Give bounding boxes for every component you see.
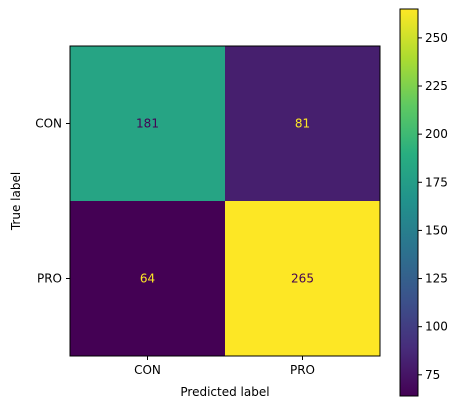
x-tick-label: PRO: [290, 363, 315, 377]
colorbar-tick-label: 150: [425, 223, 448, 237]
colorbar-tick-label: 125: [425, 272, 448, 286]
colorbar-ticks: 75 100 125 150 175 200 225 250: [418, 31, 448, 382]
colorbar-tick-label: 225: [425, 79, 448, 93]
heatmap-cell: [70, 46, 226, 202]
y-axis-ticks: CON PRO: [35, 117, 70, 286]
colorbar-tick-label: 200: [425, 127, 448, 141]
cell-value-label: 64: [140, 272, 155, 286]
x-axis-label: Predicted label: [180, 385, 269, 399]
heatmap-cell: [225, 201, 381, 357]
cell-value-label: 265: [291, 272, 314, 286]
plot-frame: [69, 45, 381, 357]
colorbar-tick-label: 100: [425, 320, 448, 334]
heatmap-cell: [225, 46, 381, 202]
y-tick-label: CON: [35, 117, 62, 131]
y-tick-label: PRO: [37, 272, 62, 286]
y-axis-label: True label: [9, 172, 23, 231]
cell-value-label: 81: [295, 117, 310, 131]
cell-value-label: 181: [136, 117, 159, 131]
colorbar: [399, 8, 419, 397]
heatmap-cells: [70, 46, 381, 357]
colorbar-tick-label: 250: [425, 31, 448, 45]
colorbar-tick-label: 175: [425, 175, 448, 189]
x-axis-ticks: CON PRO: [134, 356, 315, 377]
cell-value-labels: 181 81 64 265: [136, 117, 314, 286]
colorbar-tick-label: 75: [425, 368, 440, 382]
x-tick-label: CON: [134, 363, 161, 377]
heatmap-cell: [70, 201, 226, 357]
